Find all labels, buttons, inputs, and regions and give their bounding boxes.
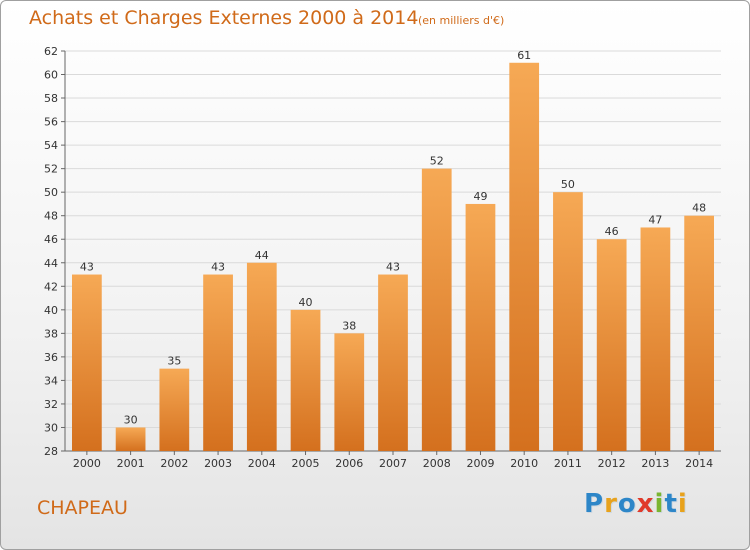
- bar-value-label: 61: [517, 49, 531, 62]
- bar: [596, 239, 627, 451]
- bar: [334, 333, 365, 451]
- bar-value-label: 35: [167, 355, 181, 368]
- y-tick-label: 30: [44, 421, 58, 434]
- x-tick-label: 2008: [423, 457, 451, 470]
- bar-value-label: 38: [342, 319, 356, 332]
- x-tick-label: 2002: [160, 457, 188, 470]
- x-tick-label: 2007: [379, 457, 407, 470]
- bar-value-label: 43: [211, 261, 225, 274]
- y-tick-label: 54: [44, 139, 58, 152]
- logo-letter: P: [584, 489, 605, 519]
- chart-unit: (en milliers d'€): [418, 14, 505, 27]
- y-tick-label: 44: [44, 257, 58, 270]
- bar: [246, 262, 277, 451]
- bar-value-label: 49: [473, 190, 487, 203]
- bar: [509, 62, 540, 451]
- x-tick-label: 2005: [292, 457, 320, 470]
- logo-letter: x: [636, 489, 655, 519]
- y-tick-label: 38: [44, 327, 58, 340]
- bar-value-label: 52: [430, 155, 444, 168]
- x-tick-label: 2011: [554, 457, 582, 470]
- bar-value-label: 48: [692, 202, 706, 215]
- bar: [115, 427, 146, 451]
- x-tick-label: 2010: [510, 457, 538, 470]
- x-tick-label: 2009: [466, 457, 494, 470]
- bar: [465, 203, 496, 451]
- x-tick-label: 2006: [335, 457, 363, 470]
- x-tick-label: 2013: [641, 457, 669, 470]
- x-tick-label: 2003: [204, 457, 232, 470]
- y-tick-label: 46: [44, 233, 58, 246]
- x-tick-label: 2012: [598, 457, 626, 470]
- y-tick-label: 28: [44, 445, 58, 458]
- bar: [378, 274, 408, 451]
- x-tick-label: 2000: [73, 457, 101, 470]
- logo-letter: t: [664, 489, 678, 519]
- x-tick-label: 2014: [685, 457, 713, 470]
- logo-letter: o: [617, 489, 637, 519]
- y-tick-label: 34: [44, 374, 58, 387]
- proxiti-logo: Proxiti: [584, 489, 688, 519]
- y-tick-label: 32: [44, 398, 58, 411]
- bar-value-label: 47: [648, 213, 662, 226]
- y-tick-label: 56: [44, 116, 58, 129]
- bar-value-label: 50: [561, 178, 575, 191]
- bar-value-label: 43: [80, 261, 94, 274]
- y-tick-label: 52: [44, 163, 58, 176]
- chart-title: Achats et Charges Externes 2000 à 2014: [29, 7, 419, 29]
- bar-value-label: 46: [605, 225, 619, 238]
- bar-value-label: 30: [124, 413, 138, 426]
- bar: [71, 274, 102, 451]
- y-tick-label: 48: [44, 210, 58, 223]
- y-tick-label: 62: [44, 45, 58, 58]
- bar: [684, 215, 715, 451]
- x-tick-label: 2004: [248, 457, 276, 470]
- y-tick-label: 42: [44, 280, 58, 293]
- bar: [159, 368, 190, 451]
- commune-name: CHAPEAU: [37, 497, 128, 519]
- logo-letter: i: [654, 489, 665, 519]
- x-tick-label: 2001: [117, 457, 145, 470]
- bar: [553, 192, 583, 452]
- bar-value-label: 40: [299, 296, 313, 309]
- bar: [290, 309, 321, 451]
- y-tick-label: 60: [44, 69, 58, 82]
- y-tick-label: 36: [44, 351, 58, 364]
- bar-value-label: 44: [255, 249, 269, 262]
- bar: [640, 227, 671, 451]
- y-tick-label: 40: [44, 304, 58, 317]
- bar: [421, 168, 452, 451]
- logo-letter: r: [604, 489, 618, 519]
- logo-letter: i: [677, 489, 688, 519]
- bar-value-label: 43: [386, 261, 400, 274]
- bar: [203, 274, 233, 451]
- y-tick-label: 58: [44, 92, 58, 105]
- y-tick-label: 50: [44, 186, 58, 199]
